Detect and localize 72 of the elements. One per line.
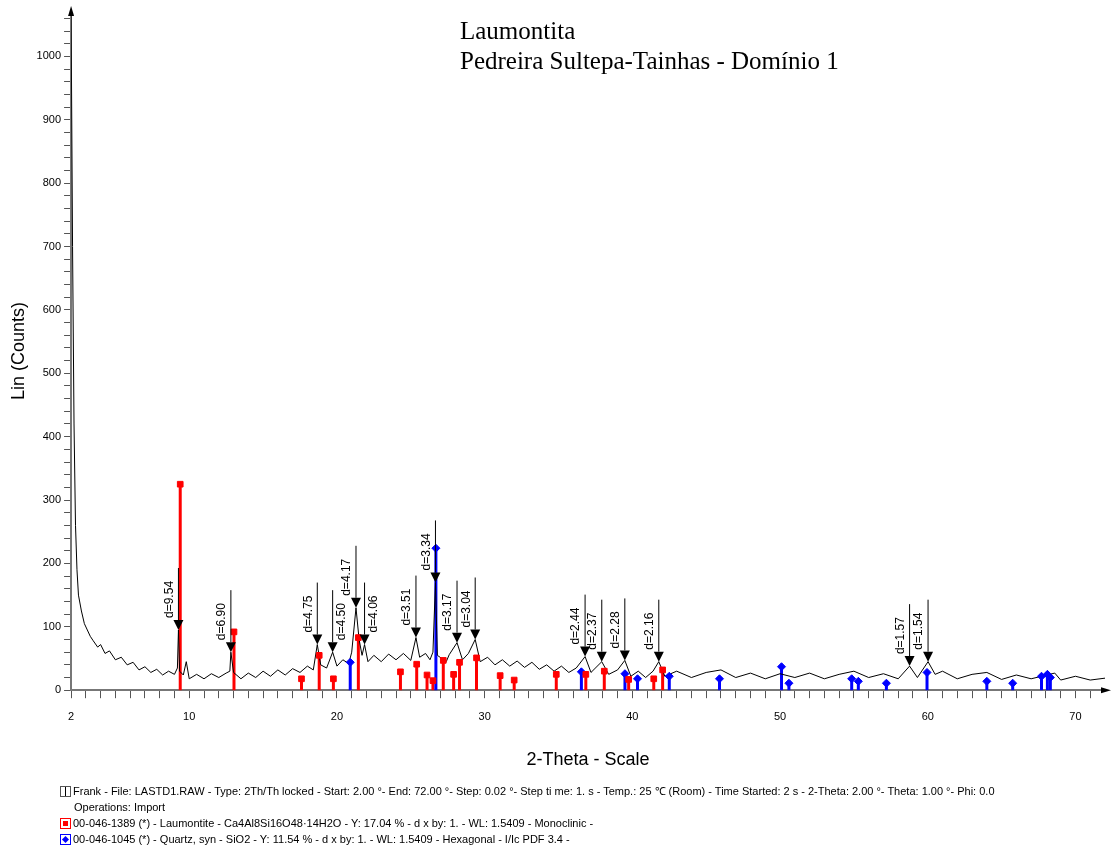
point bbox=[423, 671, 431, 679]
point bbox=[355, 634, 362, 641]
point bbox=[625, 676, 632, 683]
point bbox=[784, 678, 794, 688]
point bbox=[439, 657, 447, 664]
y-tick-label: 100 bbox=[42, 619, 62, 632]
x-tick-label: 2 bbox=[68, 709, 75, 722]
point bbox=[600, 667, 608, 675]
point bbox=[982, 676, 992, 686]
y-tick-label: 300 bbox=[42, 493, 62, 506]
point bbox=[881, 678, 891, 688]
y-tick-label: 700 bbox=[42, 239, 62, 252]
point bbox=[510, 676, 518, 684]
y-tick-label: 500 bbox=[42, 366, 62, 379]
point bbox=[413, 660, 421, 668]
y-tick-label: 200 bbox=[42, 556, 62, 569]
annotation: d=1.54 bbox=[911, 612, 926, 650]
point bbox=[473, 654, 480, 662]
x-tick-label: 60 bbox=[921, 709, 934, 722]
point bbox=[853, 676, 863, 686]
x-axis-title: 2-Theta - Scale bbox=[526, 749, 650, 770]
chart-title: Laumontita bbox=[460, 16, 577, 46]
y-tick-label: 800 bbox=[42, 176, 62, 189]
x-tick-label: 30 bbox=[478, 709, 491, 722]
point bbox=[315, 652, 323, 659]
annotation: d=4.75 bbox=[300, 595, 315, 633]
point bbox=[345, 657, 355, 667]
annotation: d=3.04 bbox=[458, 590, 473, 628]
y-axis-title: Lin (Counts) bbox=[7, 302, 28, 401]
annotation: d=2.16 bbox=[642, 612, 657, 650]
y-tick-label: 600 bbox=[42, 302, 62, 315]
point bbox=[650, 675, 658, 683]
annotation: d=2.28 bbox=[608, 611, 623, 649]
legend-label: 00-046-1045 (*) - Quartz, syn - SiO2 - Y: 11.54 % - d x by: 1. - WL: 1.5409 - Hexagonal - I/Ic PDF 3.4 - bbox=[73, 832, 570, 847]
text: Operations: Import bbox=[73, 800, 167, 815]
point bbox=[456, 658, 463, 666]
annotation: d=1.57 bbox=[892, 616, 907, 655]
point bbox=[664, 671, 674, 681]
point bbox=[397, 668, 404, 676]
point bbox=[176, 480, 184, 488]
annotation: d=2.44 bbox=[568, 607, 583, 645]
point bbox=[582, 671, 590, 678]
annotation: d=2.37 bbox=[585, 612, 600, 650]
point bbox=[1008, 678, 1018, 688]
annotation: d=9.54 bbox=[161, 580, 176, 618]
annotation: d=3.34 bbox=[418, 533, 433, 571]
text: Pedreira Sultepa-Tainhas - Domínio 1 bbox=[460, 46, 839, 76]
point bbox=[922, 667, 932, 677]
annotation: d=6.90 bbox=[214, 602, 229, 641]
point bbox=[298, 675, 305, 683]
annotation: d=4.50 bbox=[333, 602, 348, 641]
x-tick-label: 50 bbox=[773, 709, 787, 722]
x-tick-label: 70 bbox=[1069, 709, 1082, 722]
point bbox=[659, 666, 666, 674]
annotation: d=4.17 bbox=[339, 558, 354, 596]
y-tick-label: 0 bbox=[54, 683, 62, 696]
point bbox=[552, 671, 560, 678]
annotation: d=4.06 bbox=[365, 595, 380, 633]
y-tick-label: 1000 bbox=[36, 49, 62, 62]
x-tick-label: 40 bbox=[626, 709, 639, 722]
point bbox=[496, 672, 504, 679]
y-tick-label: 900 bbox=[42, 112, 62, 125]
point bbox=[330, 675, 337, 683]
point bbox=[450, 671, 457, 678]
legend-label: 00-046-1389 (*) - Laumontite - Ca4Al8Si16O48·14H2O - Y: 17.04 % - d x by: 1. - WL: 1.5409 - Monoclinic - bbox=[73, 816, 594, 831]
legend-label: Frank - File: LASTD1.RAW - Type: 2Th/Th locked - Start: 2.00 °- End: 72.00 °- Step: 0.02 °- Step ti me: 1. s - Temp.: 25 ℃ (Room) - Time Started: 2 s - 2-Theta: 2.00 °- Theta: 1.00 °- Phi: 0.0 bbox=[73, 784, 995, 799]
x-tick-label: 10 bbox=[183, 709, 196, 722]
annotation: d=3.17 bbox=[440, 593, 455, 631]
x-tick-label: 20 bbox=[330, 709, 344, 722]
point bbox=[429, 677, 437, 685]
y-tick-label: 400 bbox=[42, 429, 62, 442]
annotation: d=3.51 bbox=[399, 588, 414, 626]
